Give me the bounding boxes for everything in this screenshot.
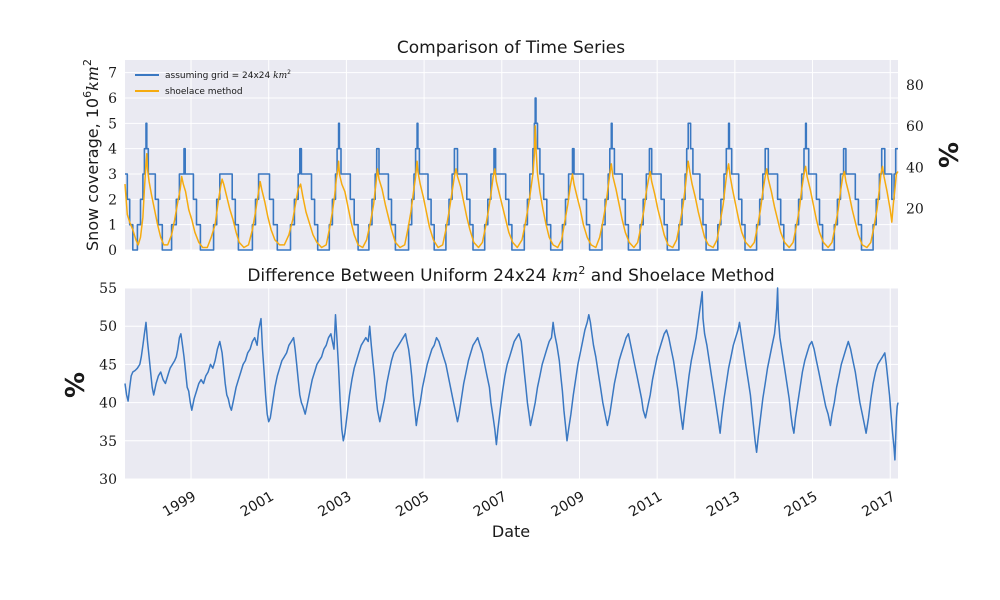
bottom-chart-title: Difference Between Uniform 24x24 km2 and…: [247, 264, 774, 286]
top-y-axis-label: Snow coverage, 106km2: [81, 59, 102, 251]
top-chart: 0 1 2 3 4 5 6 7 20 40 60 80 Comparison of Time Ser…: [81, 38, 965, 259]
top-y-ticks: 0 1 2 3 4 5 6 7: [108, 66, 117, 259]
bottom-y-tick-label: 35: [99, 434, 117, 450]
top-y2-ticks: 20 40 60 80: [906, 78, 924, 218]
bottom-y-tick-label: 40: [99, 396, 117, 412]
top-y-tick-label: 0: [108, 243, 117, 259]
bottom-y-tick-label: 30: [99, 472, 117, 488]
top-y-tick-label: 5: [108, 116, 117, 132]
bottom-grid: [125, 287, 898, 480]
bottom-plot-area: [125, 288, 898, 479]
legend-label-grid: assuming grid = 24x24 km2: [165, 69, 291, 81]
top-y-tick-label: 6: [108, 91, 117, 107]
bottom-x-axis-label: Date: [492, 522, 530, 541]
bottom-series-group: [124, 287, 899, 461]
bottom-x-tick-label: 2005: [393, 489, 432, 521]
bottom-y-ticks: 30 35 40 45 50 55: [99, 281, 117, 488]
bottom-x-tick-label: 2003: [316, 489, 355, 521]
top-y-tick-label: 2: [108, 192, 117, 208]
bottom-y-tick-label: 55: [99, 281, 117, 297]
bottom-chart: 30 35 40 45 50 55 1999 2001 2003 2005 2007 2009 201…: [61, 264, 899, 541]
top-y-tick-label: 3: [108, 167, 117, 183]
bottom-y-axis-label: %: [61, 372, 91, 398]
top-y-tick-label: 1: [108, 218, 117, 234]
top-y2-axis-label: %: [935, 142, 965, 168]
bottom-y-tick-label: 45: [99, 357, 117, 373]
bottom-x-tick-label: 2011: [626, 489, 665, 521]
bottom-x-ticks: 1999 2001 2003 2005 2007 2009 2011 2013 2015 2017: [160, 489, 898, 521]
bottom-x-tick-label: 2013: [704, 489, 743, 521]
bottom-series-line-difference: [124, 287, 899, 461]
bottom-x-tick-label: 1999: [160, 489, 199, 521]
bottom-x-tick-label: 2017: [859, 489, 898, 521]
top-y-tick-label: 7: [108, 66, 117, 82]
legend: assuming grid = 24x24 km2 shoelace metho…: [135, 69, 291, 97]
top-chart-title: Comparison of Time Series: [397, 38, 625, 58]
bottom-x-tick-label: 2001: [238, 489, 277, 521]
bottom-x-tick-label: 2009: [549, 489, 588, 521]
bottom-x-tick-label: 2015: [782, 489, 821, 521]
bottom-x-tick-label: 2007: [471, 489, 510, 521]
top-series-group: [124, 97, 899, 251]
top-y2-tick-label: 60: [906, 119, 924, 135]
top-y2-tick-label: 80: [906, 78, 924, 94]
legend-label-shoelace: shoelace method: [165, 87, 243, 97]
bottom-y-tick-label: 50: [99, 319, 117, 335]
top-y-tick-label: 4: [108, 142, 117, 158]
top-y2-tick-label: 40: [906, 160, 924, 176]
top-series-line-shoelace: [124, 125, 899, 249]
top-y2-tick-label: 20: [906, 202, 924, 218]
